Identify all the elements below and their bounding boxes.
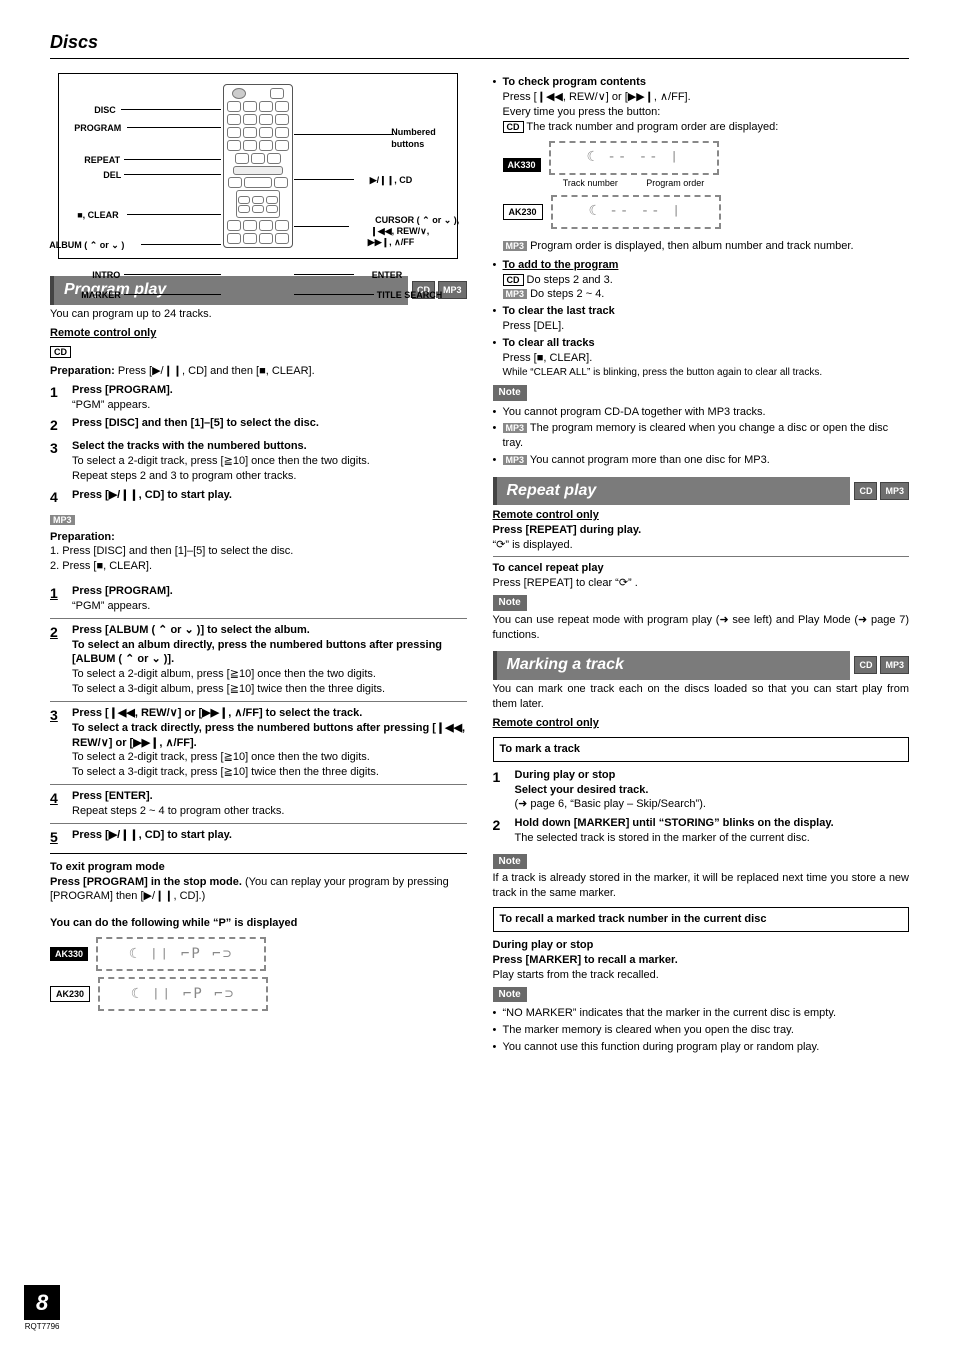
remote-only: Remote control only [50, 326, 467, 341]
marking-note1: If a track is already stored in the mark… [493, 871, 910, 901]
mp3-prep-1: 1. Press [DISC] and then [1]–[5] to sele… [50, 544, 467, 559]
lcd-ak230-p: AK230 ☾ ❘❘ ⌐P ⌐⊃ [50, 977, 467, 1011]
section-marking: Marking a track CD MP3 [493, 652, 910, 678]
marking-press-marker: Press [MARKER] to recall a marker. [493, 953, 910, 968]
lcd-ak330-p: AK330 ☾ ❘❘ ⌐P ⌐⊃ [50, 937, 467, 971]
note-badge: Note [493, 385, 527, 401]
label-title-search: TITLE SEARCH [377, 289, 443, 301]
step-3: 3 Select the tracks with the numbered bu… [50, 439, 467, 484]
left-column: DISC PROGRAM REPEAT DEL ■, CLEAR ALBUM (… [50, 73, 467, 1056]
mp3-badge: MP3 [50, 515, 75, 525]
section-repeat-title: Repeat play [493, 477, 851, 506]
label-ff: ▶▶❙, ∧/FF [368, 236, 414, 248]
label-album: ALBUM ( ⌃ or ⌄ ) [49, 239, 124, 251]
marking-badge-mp3: MP3 [880, 656, 909, 674]
label-numbered: Numbered buttons [391, 126, 451, 150]
marking-note1-badge: Note [493, 854, 527, 870]
repeat-badge-cd: CD [854, 482, 877, 500]
label-play-cd: ▶/❙❙, CD [370, 174, 413, 186]
step-2: 2 Press [DISC] and then [1]–[5] to selec… [50, 416, 467, 435]
mp3-order-note: MP3 Program order is displayed, then alb… [503, 239, 910, 254]
lcd-ak330-check: AK330 ☾ -- -- ❘ Track number Program ord… [503, 141, 910, 189]
right-column: To check program contents Press [❙◀◀, RE… [493, 73, 910, 1056]
program-notes: You cannot program CD-DA together with M… [493, 405, 910, 468]
label-del: DEL [103, 169, 121, 181]
marking-note2-badge: Note [493, 987, 527, 1003]
repeat-remote-only: Remote control only [493, 508, 910, 523]
page-title: Discs [50, 30, 909, 54]
label-intro: INTRO [92, 269, 120, 281]
while-p-heading: You can do the following while “P” is di… [50, 916, 467, 931]
repeat-disp: “⟳” is displayed. [493, 538, 910, 553]
repeat-press: Press [REPEAT] during play. [493, 523, 910, 538]
repeat-cancel-h: To cancel repeat play [493, 561, 910, 576]
mstep-4: 4 Press [ENTER].Repeat steps 2 ~ 4 to pr… [50, 789, 467, 819]
label-marker: MARKER [81, 289, 121, 301]
footer-code: RQT7796 [25, 1322, 60, 1333]
mstep-2: 2 Press [ALBUM ( ⌃ or ⌄ )] to select the… [50, 623, 467, 697]
marking-intro: You can mark one track each on the discs… [493, 682, 910, 712]
repeat-note-badge: Note [493, 595, 527, 611]
section-repeat: Repeat play CD MP3 [493, 478, 910, 504]
mstep-5: 5 Press [▶/❙❙, CD] to start play. [50, 828, 467, 847]
marking-box1: To mark a track [493, 737, 910, 762]
mstep-3: 3 Press [❙◀◀, REW/∨] or [▶▶❙, ∧/FF] to s… [50, 706, 467, 780]
page-number: 8 [24, 1285, 60, 1321]
label-program: PROGRAM [74, 122, 121, 134]
page-footer: 8 RQT7796 [24, 1285, 60, 1333]
mp3-prep-2: 2. Press [■, CLEAR]. [50, 559, 467, 574]
mstep-1: 1 Press [PROGRAM].“PGM” appears. [50, 584, 467, 614]
marking-box2: To recall a marked track number in the c… [493, 907, 910, 932]
exit-heading: To exit program mode [50, 860, 467, 875]
preparation-line: Preparation: Press [▶/❙❙, CD] and then [… [50, 364, 467, 379]
badge-mp3: MP3 [438, 281, 467, 299]
step-1: 1 Press [PROGRAM].“PGM” appears. [50, 383, 467, 413]
repeat-cancel-b: Press [REPEAT] to clear “⟳” . [493, 576, 910, 591]
label-enter: ENTER [372, 269, 403, 281]
repeat-badge-mp3: MP3 [880, 482, 909, 500]
label-stop-clear: ■, CLEAR [77, 209, 118, 221]
marking-play-starts: Play starts from the track recalled. [493, 968, 910, 983]
exit-body: Press [PROGRAM] in the stop mode. (You c… [50, 875, 467, 905]
marking-during: During play or stop [493, 938, 910, 953]
add-clear-list: To add to the program CD Do steps 2 and … [493, 258, 910, 379]
label-disc: DISC [94, 104, 116, 116]
section-marking-title: Marking a track [493, 651, 851, 680]
repeat-note-body: You can use repeat mode with program pla… [493, 613, 910, 643]
check-contents: To check program contents Press [❙◀◀, RE… [493, 75, 910, 134]
remote-diagram: DISC PROGRAM REPEAT DEL ■, CLEAR ALBUM (… [50, 73, 467, 259]
mark-step-1: 1 During play or stop Select your desire… [493, 768, 910, 813]
page-header: Discs [50, 30, 909, 59]
mp3-prep: Preparation: [50, 530, 467, 545]
program-intro: You can program up to 24 tracks. [50, 307, 467, 322]
step-4: 4 Press [▶/❙❙, CD] to start play. [50, 488, 467, 507]
mark-step-2: 2 Hold down [MARKER] until “STORING” bli… [493, 816, 910, 846]
lcd-ak230-check: AK230 ☾ -- -- ❘ [503, 195, 910, 229]
label-repeat: REPEAT [84, 154, 120, 166]
marking-remote-only: Remote control only [493, 716, 910, 731]
cd-badge: CD [50, 346, 71, 358]
marking-badge-cd: CD [854, 656, 877, 674]
marking-notes: “NO MARKER” indicates that the marker in… [493, 1006, 910, 1055]
